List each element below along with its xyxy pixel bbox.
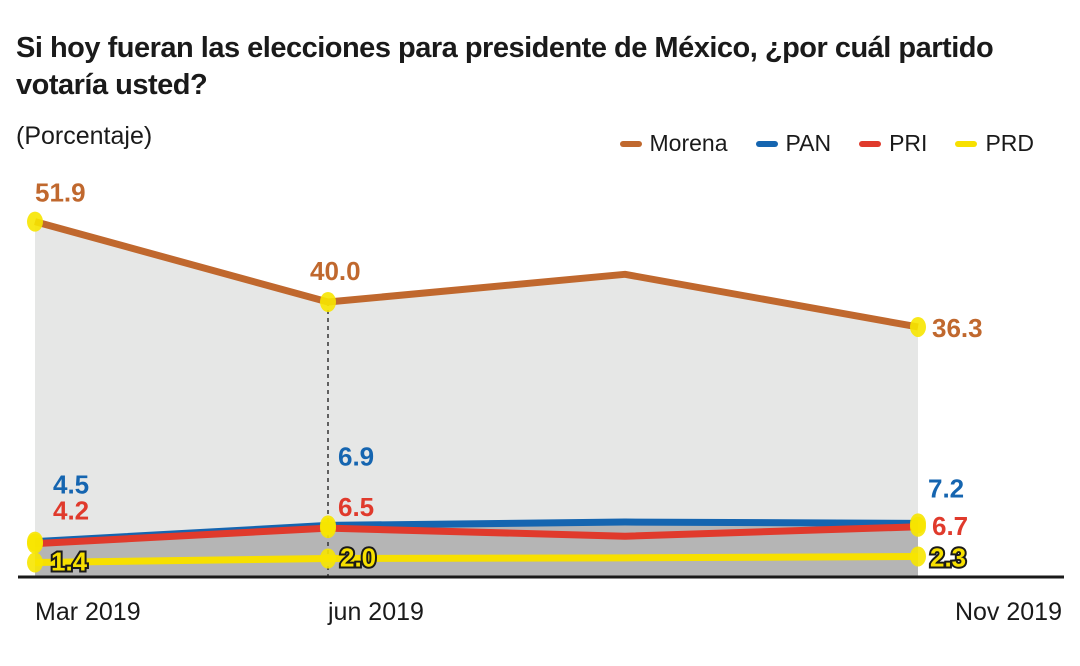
data-label-pan: 4.5 — [53, 470, 89, 500]
data-label-pri: 6.7 — [932, 511, 968, 541]
legend-label: PAN — [785, 130, 832, 156]
marker-pri — [910, 516, 926, 537]
x-tick-label: Mar 2019 — [35, 598, 141, 626]
marker-prd — [320, 548, 336, 569]
data-label-morena: 36.3 — [932, 313, 983, 343]
legend-item-prd: PRD — [955, 130, 1034, 157]
line-morena — [34, 218, 919, 331]
data-label-prd: 2.0 — [340, 543, 376, 573]
data-label-pan: 7.2 — [928, 473, 964, 503]
marker-morena — [910, 316, 926, 337]
marker-pri — [27, 533, 43, 554]
legend-item-pan: PAN — [755, 130, 832, 157]
marker-morena — [320, 292, 336, 312]
data-label-pri: 6.5 — [338, 492, 374, 522]
data-label-prd: 1.4 — [51, 547, 88, 577]
morena-area — [35, 221, 918, 577]
legend-swatch — [755, 140, 778, 147]
marker-morena — [27, 211, 43, 232]
legend-label: PRI — [889, 130, 928, 156]
legend-label: Morena — [649, 130, 728, 156]
data-label-prd: 2.3 — [930, 542, 966, 572]
data-label-morena: 51.9 — [35, 178, 86, 208]
line-pri — [34, 523, 919, 548]
x-tick-label: Nov 2019 — [955, 598, 1062, 626]
legend: Morena PAN PRI PRD — [619, 130, 1034, 157]
chart-title: Si hoy fueran las elecciones para presid… — [16, 32, 994, 101]
legend-swatch — [859, 140, 882, 147]
data-label-morena: 40.0 — [310, 256, 361, 286]
legend-swatch — [955, 140, 978, 147]
data-label-pan: 6.9 — [338, 441, 374, 471]
legend-item-pri: PRI — [859, 130, 927, 157]
line-prd — [34, 552, 919, 567]
chart-subtitle: (Porcentaje) — [16, 122, 153, 150]
data-label-pri: 4.2 — [53, 496, 89, 526]
marker-pri — [320, 518, 336, 539]
marker-prd — [27, 552, 43, 573]
legend-item-morena: Morena — [619, 130, 728, 157]
legend-label: PRD — [985, 130, 1034, 156]
marker-prd — [910, 546, 926, 567]
legend-swatch — [619, 140, 642, 147]
x-tick-label: jun 2019 — [327, 598, 424, 626]
